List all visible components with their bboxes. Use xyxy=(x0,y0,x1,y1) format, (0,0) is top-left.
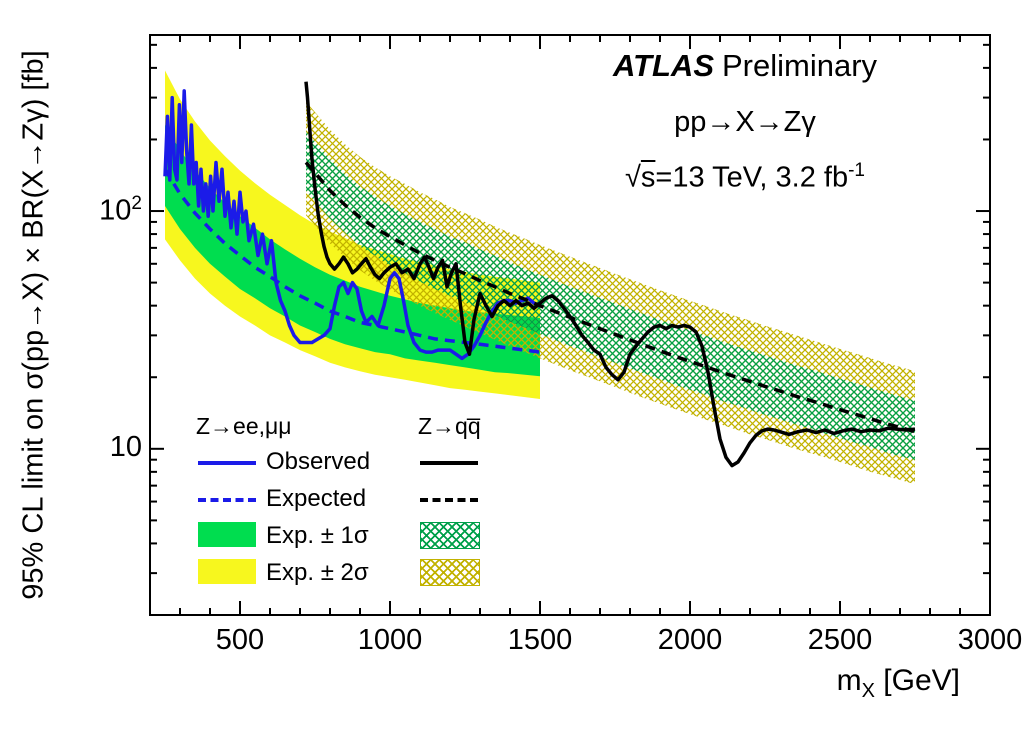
chart-bands xyxy=(165,70,915,485)
y-axis-title: 95% CL limit on σ(pp→X) × BR(X→Zγ) [fb] xyxy=(17,50,50,600)
sqrt-sign: √ xyxy=(624,161,641,194)
x-axis-title: mX [GeV] xyxy=(837,664,960,703)
y-tick-label: 102 xyxy=(99,193,142,227)
x-tick-label: 1500 xyxy=(507,624,573,656)
x-tick-label: 2500 xyxy=(807,624,873,656)
observed-line-qq xyxy=(304,81,916,468)
legend-ll-2sigma-band xyxy=(198,559,256,584)
y-tick-label: 10 xyxy=(109,430,142,463)
legend-qq-expected-line xyxy=(420,498,478,502)
sqrt-s: s xyxy=(640,161,656,194)
observed-line-ll xyxy=(163,89,541,361)
lumi-text: =13 TeV, 3.2 fb xyxy=(655,161,849,194)
chart-axes xyxy=(149,34,991,616)
legend-header-ll: Z→ee,μμ xyxy=(196,413,292,439)
lumi-exponent: -1 xyxy=(848,160,866,181)
legend-ll-expected-line xyxy=(198,498,256,502)
x-axis-title-sub: X xyxy=(861,680,875,702)
x-axis-title-unit: [GeV] xyxy=(874,664,960,697)
x-tick-label: 2000 xyxy=(657,624,723,656)
preliminary-text: Preliminary xyxy=(722,48,878,83)
legend-ll-observed-line xyxy=(198,461,256,465)
lumi-label: √s=13 TeV, 3.2 fb-1 xyxy=(570,160,920,195)
atlas-wordmark: ATLAS xyxy=(612,48,714,83)
legend-observed-label: Observed xyxy=(266,448,371,475)
atlas-preliminary-label: ATLAS Preliminary xyxy=(575,48,915,84)
x-tick-label: 1000 xyxy=(357,624,423,656)
legend-1sigma-label: Exp. ± 1σ xyxy=(266,522,369,549)
legend-qq-2sigma-band xyxy=(420,559,480,586)
expected-line-ll xyxy=(163,168,541,354)
chart-lines xyxy=(163,81,916,468)
legend-header-qq: Z→qq̅ xyxy=(418,413,481,439)
legend-qq-observed-line xyxy=(420,461,478,465)
x-axis-title-main: m xyxy=(836,664,862,697)
x-tick-label: 500 xyxy=(215,624,265,656)
legend-ll-1sigma-band xyxy=(198,522,256,547)
legend-expected-label: Expected xyxy=(266,485,367,512)
x-tick-label: 3000 xyxy=(957,624,1023,656)
legend-2sigma-label: Exp. ± 2σ xyxy=(266,559,369,586)
legend-qq-1sigma-band xyxy=(420,522,480,549)
process-label: pp→X→Zγ xyxy=(674,106,816,138)
band-1sigma-qq xyxy=(306,131,915,460)
expected-line-qq xyxy=(304,161,916,434)
